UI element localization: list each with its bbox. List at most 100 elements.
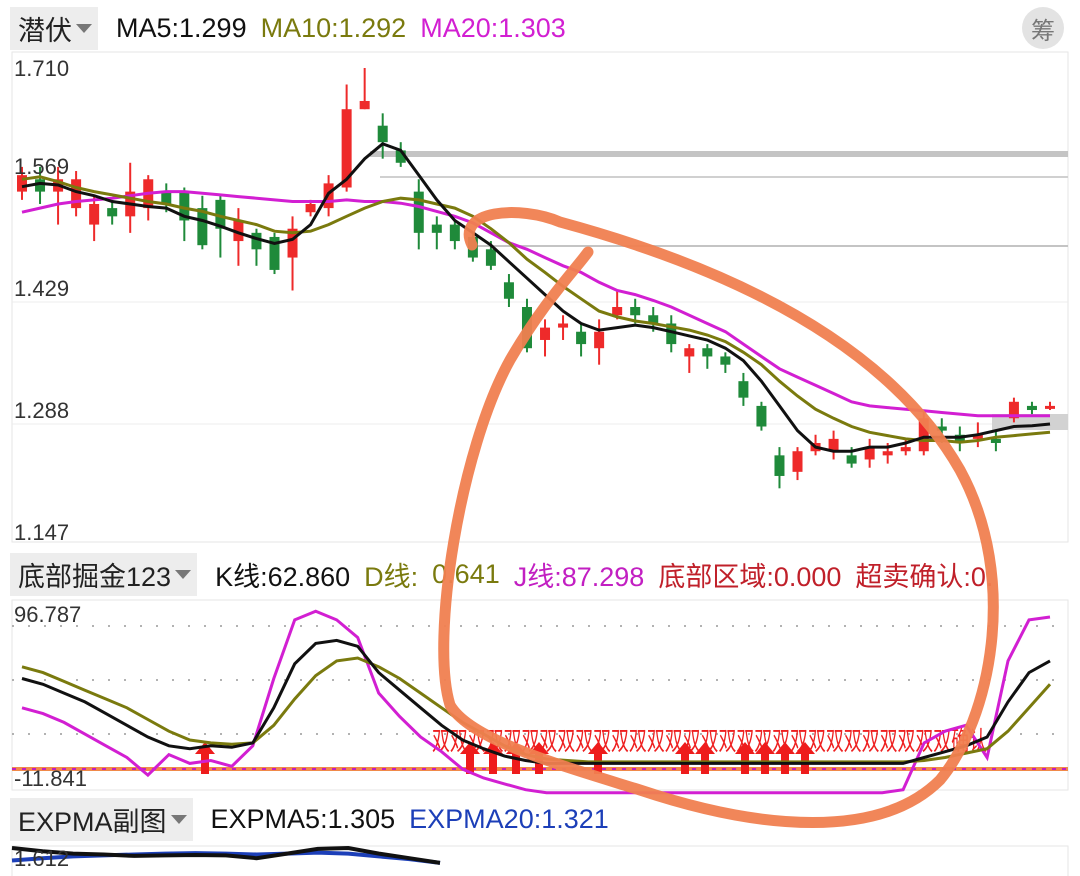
- candle-up: [684, 348, 695, 357]
- main-panel-frame: [11, 51, 1069, 543]
- osc-y-tick-label: 96.787: [14, 602, 81, 627]
- candle-up: [1045, 405, 1055, 409]
- ma10-label: MA10:1.292: [260, 12, 407, 43]
- candle-down: [251, 232, 262, 250]
- candle-up: [233, 220, 244, 242]
- candle-down: [161, 191, 172, 204]
- candle-down: [666, 323, 677, 345]
- candle-up: [305, 203, 316, 213]
- candle-up: [594, 331, 605, 349]
- ma5-line: [21, 142, 1051, 453]
- candle-down: [107, 208, 118, 217]
- buy-arrow: [755, 742, 775, 774]
- k-line-label: K线:62.860: [215, 561, 351, 592]
- y-tick-label: 1.429: [14, 276, 69, 301]
- j-line: [21, 609, 1051, 795]
- candle-up: [792, 451, 803, 472]
- candle-down: [774, 455, 785, 476]
- candle-down: [215, 199, 226, 229]
- main-indicator-selector[interactable]: 潜伏: [10, 6, 98, 50]
- buy-arrow: [675, 742, 695, 774]
- oscillator-panel-frame: [11, 599, 1069, 791]
- candle-up: [89, 203, 100, 225]
- candle-down: [936, 426, 947, 431]
- candle-up: [864, 447, 875, 460]
- candle-down: [413, 191, 424, 233]
- main-selector-label: 潜伏: [18, 15, 72, 46]
- candle-down: [702, 348, 713, 357]
- osc-y-tick-label: -11.841: [14, 766, 87, 791]
- buy-arrow: [695, 742, 715, 774]
- expma-indicator-selector[interactable]: EXPMA副图: [10, 797, 193, 841]
- candle-up: [612, 307, 623, 316]
- ma20-label: MA20:1.303: [420, 12, 566, 43]
- candle-up: [972, 434, 983, 439]
- candle-up: [341, 109, 352, 188]
- buy-arrow: [195, 742, 215, 774]
- candle-down: [990, 438, 1001, 443]
- d-line-label: D线:: [364, 561, 419, 592]
- chevron-down-icon[interactable]: [175, 569, 192, 579]
- candle-down: [35, 179, 46, 192]
- oversold-confirm-label: 超卖确认:0.: [855, 561, 994, 592]
- j-line-label: J线:87.298: [513, 561, 645, 592]
- candle-up: [540, 327, 551, 340]
- candle-down: [630, 307, 641, 316]
- y-tick-label: 1.147: [14, 520, 69, 545]
- expma20-label: EXPMA20:1.321: [409, 803, 609, 834]
- candle-down: [720, 356, 731, 365]
- y-tick-label: 1.569: [14, 154, 69, 179]
- candle-up: [882, 451, 893, 456]
- candle-up: [828, 438, 839, 452]
- candle-up: [1008, 401, 1019, 419]
- candle-down: [503, 282, 514, 299]
- candle-down: [377, 125, 388, 143]
- chevron-down-icon[interactable]: [170, 814, 187, 824]
- highlight-circle: [438, 207, 999, 828]
- candle-down: [576, 331, 587, 345]
- expma-header: EXPMA副图 EXPMA5:1.305 EXPMA20:1.321: [0, 797, 1080, 841]
- buy-arrow: [460, 742, 480, 774]
- expma5-line: [11, 845, 441, 865]
- candle-down: [395, 150, 406, 163]
- buy-arrow: [775, 742, 795, 774]
- candle-down: [449, 224, 460, 242]
- y-tick-label: 1.288: [14, 398, 69, 423]
- candle-up: [71, 179, 82, 209]
- oscillator-indicator-selector[interactable]: 底部掘金123: [10, 552, 198, 596]
- candle-down: [954, 434, 965, 443]
- expma5-label: EXPMA5:1.305: [210, 803, 396, 834]
- candle-down: [648, 315, 659, 324]
- expma-panel-frame: [11, 845, 1069, 876]
- ma5-label: MA5:1.299: [116, 12, 247, 43]
- oscillator-header: 底部掘金123 K线:62.860 D线: 0.641 J线:87.298 底部…: [0, 552, 1080, 596]
- buy-arrow: [795, 742, 815, 774]
- main-header: 潜伏 MA5:1.299 MA10:1.292 MA20:1.303: [0, 6, 1080, 50]
- ma10-line: [21, 175, 1051, 444]
- candle-up: [558, 323, 569, 328]
- chevron-down-icon[interactable]: [76, 23, 92, 33]
- oscillator-selector-label: 底部掘金123: [18, 561, 172, 592]
- candle-down: [431, 224, 442, 233]
- buy-arrow: [735, 742, 755, 774]
- candle-up: [900, 447, 911, 452]
- candle-down: [738, 381, 749, 398]
- candle-down: [846, 455, 857, 464]
- candle-down: [269, 236, 280, 270]
- chip-label: 筹: [1031, 17, 1055, 45]
- candle-down: [485, 249, 496, 266]
- chip-distribution-button[interactable]: 筹: [1022, 7, 1064, 49]
- candle-down: [179, 191, 190, 221]
- candle-down: [1026, 405, 1037, 411]
- expma-selector-label: EXPMA副图: [18, 806, 167, 837]
- candle-up: [287, 228, 298, 258]
- candlestick-series: [17, 68, 1055, 489]
- candle-down: [197, 208, 208, 246]
- ma20-line: [21, 190, 1050, 418]
- candle-up: [359, 100, 370, 110]
- bottom-zone-label: 底部区域:0.000: [658, 561, 842, 592]
- candle-down: [756, 405, 767, 427]
- buy-arrow: [588, 742, 608, 774]
- expma-y-tick-label: 1.612: [14, 846, 69, 871]
